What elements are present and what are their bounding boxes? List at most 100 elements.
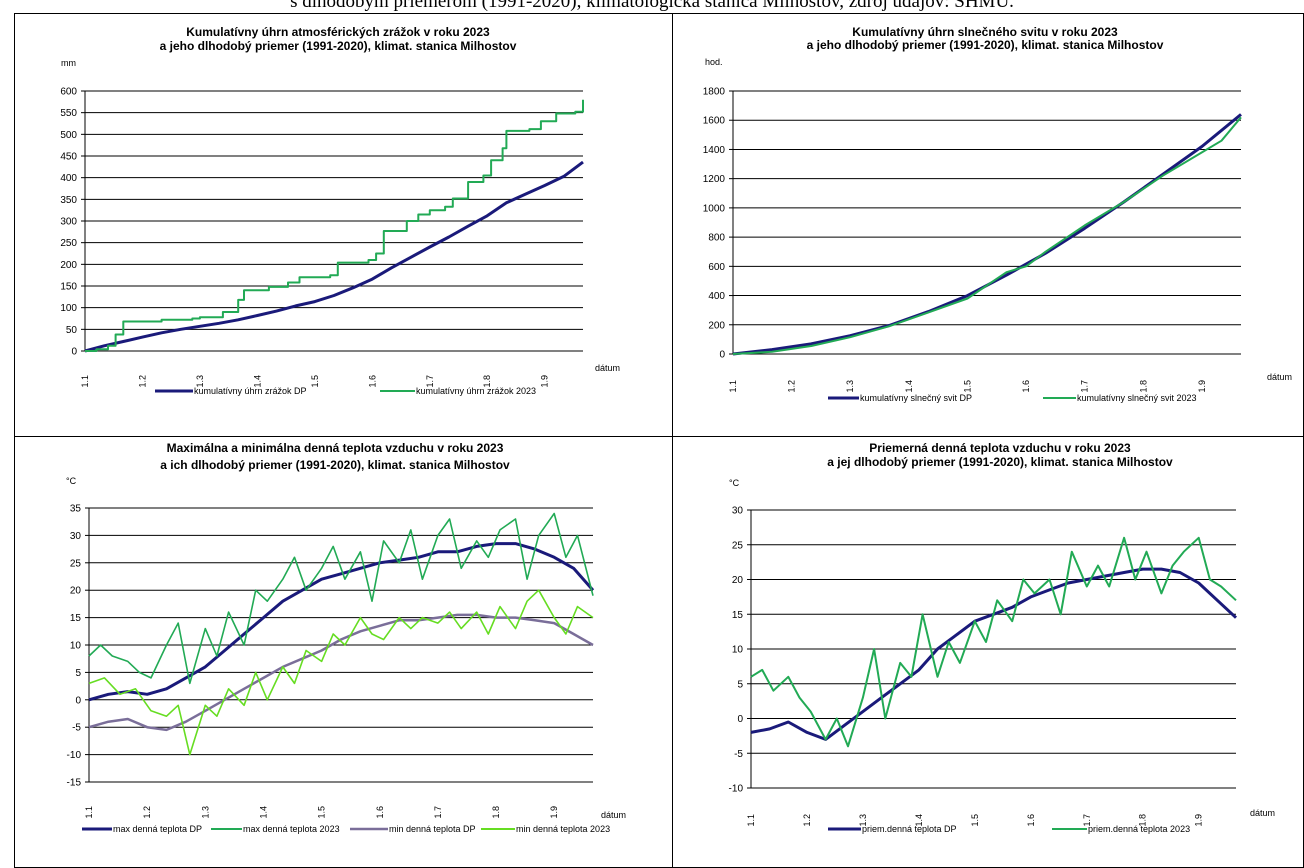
x-tick-label: 1.5 xyxy=(317,806,327,819)
legend-label: priem.denná teplota 2023 xyxy=(1088,824,1190,834)
y-tick-label: 15 xyxy=(70,613,82,624)
chart-max-min-temperature: Maximálna a minimálna denná teplota vzdu… xyxy=(15,437,672,867)
y-axis-label: mm xyxy=(61,58,76,68)
y-tick-label: 5 xyxy=(737,679,743,690)
page-caption: s dlhodobým priemerom (1991-2020), klima… xyxy=(0,0,1304,13)
x-axis-label: dátum xyxy=(601,810,626,820)
chart-panel-mean-temperature: Priemerná denná teplota vzduchu v roku 2… xyxy=(673,437,1303,867)
legend-label: kumulatívny slnečný svit 2023 xyxy=(1077,393,1197,403)
y-tick-label: 25 xyxy=(70,558,82,569)
x-tick-label: 1.5 xyxy=(962,380,972,393)
chart-sunshine: Kumulatívny úhrn slnečného svitu v roku … xyxy=(673,14,1303,436)
chart-title: Maximálna a minimálna denná teplota vzdu… xyxy=(167,441,504,455)
y-tick-label: -15 xyxy=(67,778,82,789)
chart-mean-temperature: Priemerná denná teplota vzduchu v roku 2… xyxy=(673,437,1303,867)
y-tick-label: 550 xyxy=(60,108,77,119)
y-tick-label: 5 xyxy=(75,668,81,679)
y-tick-label: 25 xyxy=(732,540,744,551)
x-tick-label: 1.3 xyxy=(200,806,210,819)
x-tick-label: 1.8 xyxy=(1138,380,1148,393)
y-tick-label: 0 xyxy=(719,350,725,361)
y-tick-label: 0 xyxy=(75,695,81,706)
x-tick-label: 1.7 xyxy=(433,806,443,819)
y-tick-label: 50 xyxy=(66,325,78,336)
legend-label: kumulatívny úhrn zrážok 2023 xyxy=(416,386,536,396)
series-line-kumulativny-uhrn-zrazok-dp xyxy=(85,162,583,351)
y-tick-label: -10 xyxy=(67,750,82,761)
y-tick-label: 30 xyxy=(732,506,744,517)
series-line-kumulativny-slnecny-svit-2023 xyxy=(733,117,1241,354)
y-tick-label: 10 xyxy=(70,641,82,652)
y-tick-label: 100 xyxy=(60,303,77,314)
y-tick-label: 35 xyxy=(70,504,82,515)
y-tick-label: -10 xyxy=(729,784,744,795)
y-tick-label: 1600 xyxy=(703,116,726,127)
series-line-kumulativny-slnecny-svit-dp xyxy=(733,114,1241,354)
x-tick-label: 1.6 xyxy=(1021,380,1031,393)
y-tick-label: 1400 xyxy=(703,145,726,156)
y-tick-label: 200 xyxy=(60,260,77,271)
x-tick-label: 1.6 xyxy=(1026,814,1036,827)
chart-precipitation: Kumulatívny úhrn atmosférických zrážok v… xyxy=(15,14,672,436)
y-tick-label: 600 xyxy=(60,87,77,98)
y-tick-label: 400 xyxy=(60,173,77,184)
x-axis-label: dátum xyxy=(1250,808,1275,818)
y-tick-label: -5 xyxy=(734,749,743,760)
chart-subtitle: a jeho dlhodobý priemer (1991-2020), kli… xyxy=(807,38,1164,52)
x-tick-label: 1.1 xyxy=(728,380,738,393)
x-tick-label: 1.1 xyxy=(80,375,90,388)
y-tick-label: 30 xyxy=(70,531,82,542)
x-axis-label: dátum xyxy=(595,363,620,373)
y-tick-label: 400 xyxy=(708,291,725,302)
x-tick-label: 1.9 xyxy=(1197,380,1207,393)
x-tick-label: 1.8 xyxy=(491,806,501,819)
x-tick-label: 1.4 xyxy=(904,380,914,393)
y-tick-label: 250 xyxy=(60,238,77,249)
x-tick-label: 1.3 xyxy=(845,380,855,393)
x-tick-label: 1.7 xyxy=(1080,380,1090,393)
y-tick-label: 350 xyxy=(60,195,77,206)
series-line-priem-denna-teplota-dp xyxy=(751,569,1236,739)
x-tick-label: 1.2 xyxy=(137,375,147,388)
x-tick-label: 1.9 xyxy=(1194,814,1204,827)
legend-label: max denná teplota DP xyxy=(113,824,202,834)
series-line-kumulativny-uhrn-zrazok-2023 xyxy=(85,100,583,351)
legend-label: kumulatívny slnečný svit DP xyxy=(860,393,972,403)
y-tick-label: 20 xyxy=(70,586,82,597)
series-line-max-denna-teplota-2023 xyxy=(89,514,593,684)
y-tick-label: 1800 xyxy=(703,87,726,98)
y-tick-label: 200 xyxy=(708,320,725,331)
y-tick-label: 1200 xyxy=(703,174,726,185)
legend-label: priem.denná teplota DP xyxy=(862,824,957,834)
chart-title: Kumulatívny úhrn atmosférických zrážok v… xyxy=(186,25,490,39)
x-tick-label: 1.2 xyxy=(802,814,812,827)
x-tick-label: 1.6 xyxy=(367,375,377,388)
y-axis-label: hod. xyxy=(705,57,723,67)
chart-panel-precipitation: Kumulatívny úhrn atmosférických zrážok v… xyxy=(15,14,672,436)
x-tick-label: 1.2 xyxy=(787,380,797,393)
y-tick-label: 20 xyxy=(732,575,744,586)
y-tick-label: 450 xyxy=(60,152,77,163)
x-tick-label: 1.2 xyxy=(142,806,152,819)
y-tick-label: 10 xyxy=(732,645,744,656)
chart-panel-sunshine: Kumulatívny úhrn slnečného svitu v roku … xyxy=(673,14,1303,436)
y-tick-label: 0 xyxy=(737,714,743,725)
x-axis-label: dátum xyxy=(1267,372,1292,382)
chart-title: Kumulatívny úhrn slnečného svitu v roku … xyxy=(852,25,1118,39)
y-tick-label: 600 xyxy=(708,262,725,273)
x-tick-label: 1.6 xyxy=(375,806,385,819)
x-tick-label: 1.1 xyxy=(746,814,756,827)
x-tick-label: 1.4 xyxy=(258,806,268,819)
legend-label: min denná teplota DP xyxy=(389,824,476,834)
chart-subtitle: a ich dlhodobý priemer (1991-2020), klim… xyxy=(160,458,510,472)
legend-label: kumulatívny úhrn zrážok DP xyxy=(194,386,307,396)
x-tick-label: 1.9 xyxy=(549,806,559,819)
y-tick-label: 0 xyxy=(71,347,77,358)
y-tick-label: 300 xyxy=(60,217,77,228)
y-tick-label: 1000 xyxy=(703,203,726,214)
x-tick-label: 1.1 xyxy=(84,806,94,819)
x-tick-label: 1.9 xyxy=(540,375,550,388)
legend-label: min denná teplota 2023 xyxy=(516,824,610,834)
chart-panel-max-min-temperature: Maximálna a minimálna denná teplota vzdu… xyxy=(15,437,672,867)
chart-title: Priemerná denná teplota vzduchu v roku 2… xyxy=(869,441,1131,455)
